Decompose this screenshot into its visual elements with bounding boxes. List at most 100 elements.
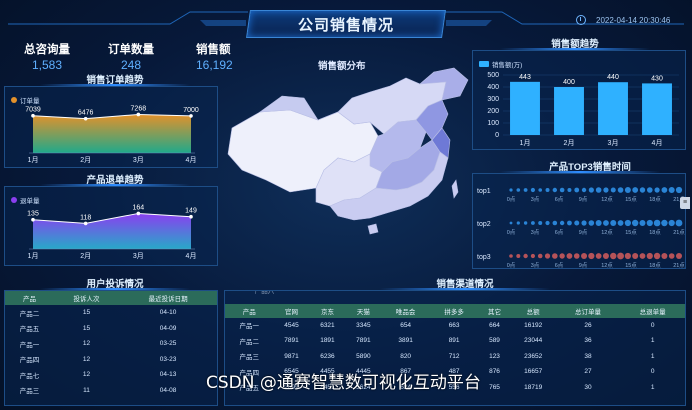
top3-point[interactable] [545,188,550,192]
top3-point[interactable] [552,220,558,226]
top3-point[interactable] [617,252,624,260]
top3-point[interactable] [646,219,653,227]
top3-point[interactable] [545,220,550,226]
top3-point[interactable] [639,253,646,259]
top3-point[interactable] [624,219,631,227]
returns-point[interactable] [136,211,141,216]
top3-point[interactable] [661,187,668,193]
top3-point[interactable] [567,188,572,192]
map-region-hainan[interactable] [367,223,379,235]
returns-point[interactable] [83,221,88,226]
map-region-east[interactable] [431,127,451,159]
top3-point[interactable] [610,252,617,260]
table-row[interactable]: 产品一 4545 6321 3345 654 663 664 16192 26 0 [225,318,685,334]
top3-point[interactable] [516,188,521,192]
top3-point[interactable] [668,187,675,193]
side-expand-handle[interactable]: ≡ [680,197,690,209]
top3-point[interactable] [559,253,565,259]
top3-point[interactable] [595,187,602,193]
top3-point[interactable] [624,252,631,260]
table-row[interactable]: 产品四 12 03-23 [5,352,217,368]
table-row[interactable]: 产品五 15 04-09 [5,321,217,337]
top3-point[interactable] [639,220,646,226]
top3-point[interactable] [632,187,639,193]
table-row[interactable]: 产品五 2699 8451 5624 624 556 765 18719 30 1 [225,380,685,396]
top3-point[interactable] [610,187,616,193]
table-row[interactable]: 产品四 6545 4455 4445 867 487 876 16657 27 0 [225,364,685,380]
top3-point[interactable] [523,253,528,259]
top3-point[interactable] [653,219,661,227]
top3-point[interactable] [661,253,668,259]
top3-point[interactable] [530,187,536,193]
top3-point[interactable] [538,188,543,192]
top3-point[interactable] [530,253,536,259]
top3-point[interactable] [509,254,513,258]
china-map[interactable] [220,62,480,272]
top3-point[interactable] [567,220,572,226]
returns-point[interactable] [31,217,35,222]
sales-bar[interactable] [554,87,584,135]
top3-point[interactable] [632,253,639,259]
map-region-south[interactable] [329,151,449,221]
table-row[interactable]: 产品一 12 03-25 [5,336,217,352]
top3-point[interactable] [559,187,565,193]
returns-point[interactable] [189,214,193,219]
top3-point[interactable] [646,252,653,260]
top3-point[interactable] [588,252,595,260]
top3-point[interactable] [509,221,513,225]
top3-point[interactable] [631,219,639,227]
top3-point[interactable] [574,220,580,226]
top3-point[interactable] [653,252,661,260]
top3-point[interactable] [588,220,595,226]
table-row[interactable]: 产品二 7891 1891 7891 3891 891 589 23044 36 1 [225,333,685,349]
top3-point[interactable] [639,187,646,193]
top3-point[interactable] [603,220,609,226]
orders-point[interactable] [83,116,88,121]
top3-point[interactable] [675,186,683,194]
orders-point[interactable] [189,114,193,118]
top3-point[interactable] [574,187,580,193]
top3-point[interactable] [588,187,594,193]
top3-point[interactable] [581,220,587,226]
top3-point[interactable] [602,253,609,259]
map-region-north-east[interactable] [419,67,469,101]
top3-point[interactable] [552,253,558,259]
orders-point[interactable] [136,112,141,117]
top3-point[interactable] [552,187,558,193]
top3-point[interactable] [538,221,543,225]
table-row[interactable]: 产品三 11 04-08 [5,383,217,399]
table-row[interactable]: 产品二 15 04-10 [5,305,217,321]
top3-point[interactable] [668,253,675,259]
sales-bar[interactable] [642,83,672,135]
top3-point[interactable] [581,253,588,259]
top3-point[interactable] [516,221,520,225]
top3-point[interactable] [544,253,551,259]
top3-point[interactable] [573,253,580,259]
top3-point[interactable] [531,221,535,225]
top3-point[interactable] [595,220,602,226]
top3-point[interactable] [603,187,609,193]
sales-bar[interactable] [598,82,628,135]
top3-point[interactable] [661,219,668,227]
top3-point[interactable] [509,188,513,192]
top3-point[interactable] [566,253,573,259]
orders-point[interactable] [31,113,35,118]
top3-point[interactable] [624,187,631,193]
top3-point[interactable] [676,253,682,259]
table-row[interactable]: 产品三 9871 6236 5890 820 712 123 23652 38 1 [225,349,685,365]
top3-point[interactable] [654,187,660,193]
top3-point[interactable] [581,187,587,193]
top3-point[interactable] [516,254,521,258]
top3-point[interactable] [523,188,528,192]
top3-point[interactable] [595,253,602,259]
top3-point[interactable] [617,187,624,193]
top3-point[interactable] [523,221,528,225]
top3-point[interactable] [646,187,653,193]
top3-point[interactable] [668,219,675,227]
top3-point[interactable] [675,219,683,227]
top3-point[interactable] [610,220,617,226]
map-region-north-west[interactable] [258,95,319,121]
top3-point[interactable] [537,253,543,259]
sales-bar[interactable] [510,81,540,135]
map-region-taiwan[interactable] [451,179,459,199]
